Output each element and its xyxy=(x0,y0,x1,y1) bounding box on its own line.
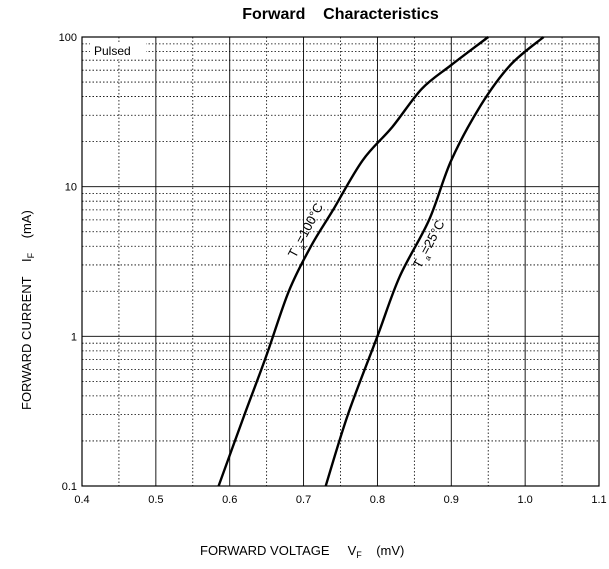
y-axis-unit: (mA) xyxy=(19,210,34,239)
y-tick-labels: 0.1 1 10 100 xyxy=(59,32,77,493)
y-axis-label-text: FORWARD CURRENT xyxy=(19,276,34,410)
x-tick-label: 0.8 xyxy=(370,494,385,506)
x-axis-label-text: FORWARD VOLTAGE xyxy=(200,543,330,558)
x-tick-label: 0.5 xyxy=(148,494,163,506)
curves xyxy=(217,36,545,487)
curve-labels: T a=100°CT a=25°C xyxy=(285,200,448,270)
y-tick-label: 0.1 xyxy=(62,481,77,493)
grid-minor xyxy=(82,37,599,486)
y-axis-label: FORWARD CURRENT IF (mA) xyxy=(19,210,36,410)
annotation-pulsed: Pulsed xyxy=(94,44,131,58)
series-line-ta-100c xyxy=(217,36,489,487)
y-axis-symbol: I xyxy=(19,258,34,262)
chart-title: Forward Characteristics xyxy=(242,6,439,23)
annotation-layer: Pulsed xyxy=(90,42,146,59)
y-axis-subscript: F xyxy=(26,252,36,259)
y-tick-label: 1 xyxy=(71,331,77,343)
x-tick-label: 0.9 xyxy=(444,494,459,506)
y-tick-label: 10 xyxy=(65,182,77,194)
series-line-ta-25c xyxy=(324,36,545,487)
x-tick-label: 0.4 xyxy=(74,494,89,506)
grid-major xyxy=(82,37,599,486)
annotation-bg xyxy=(90,42,146,59)
x-tick-labels: 0.4 0.5 0.6 0.7 0.8 0.9 1.0 1.1 xyxy=(74,494,606,506)
x-axis-unit: (mV) xyxy=(376,543,405,558)
x-axis-label: FORWARD VOLTAGE VF (mV) xyxy=(200,543,405,560)
plot-frame xyxy=(81,36,600,487)
y-tick-label: 100 xyxy=(59,32,77,44)
x-tick-label: 1.1 xyxy=(591,494,606,506)
x-axis-subscript: F xyxy=(356,550,362,560)
x-tick-label: 1.0 xyxy=(517,494,532,506)
x-axis-symbol: V xyxy=(347,543,357,558)
x-tick-label: 0.6 xyxy=(222,494,237,506)
x-tick-label: 0.7 xyxy=(296,494,311,506)
